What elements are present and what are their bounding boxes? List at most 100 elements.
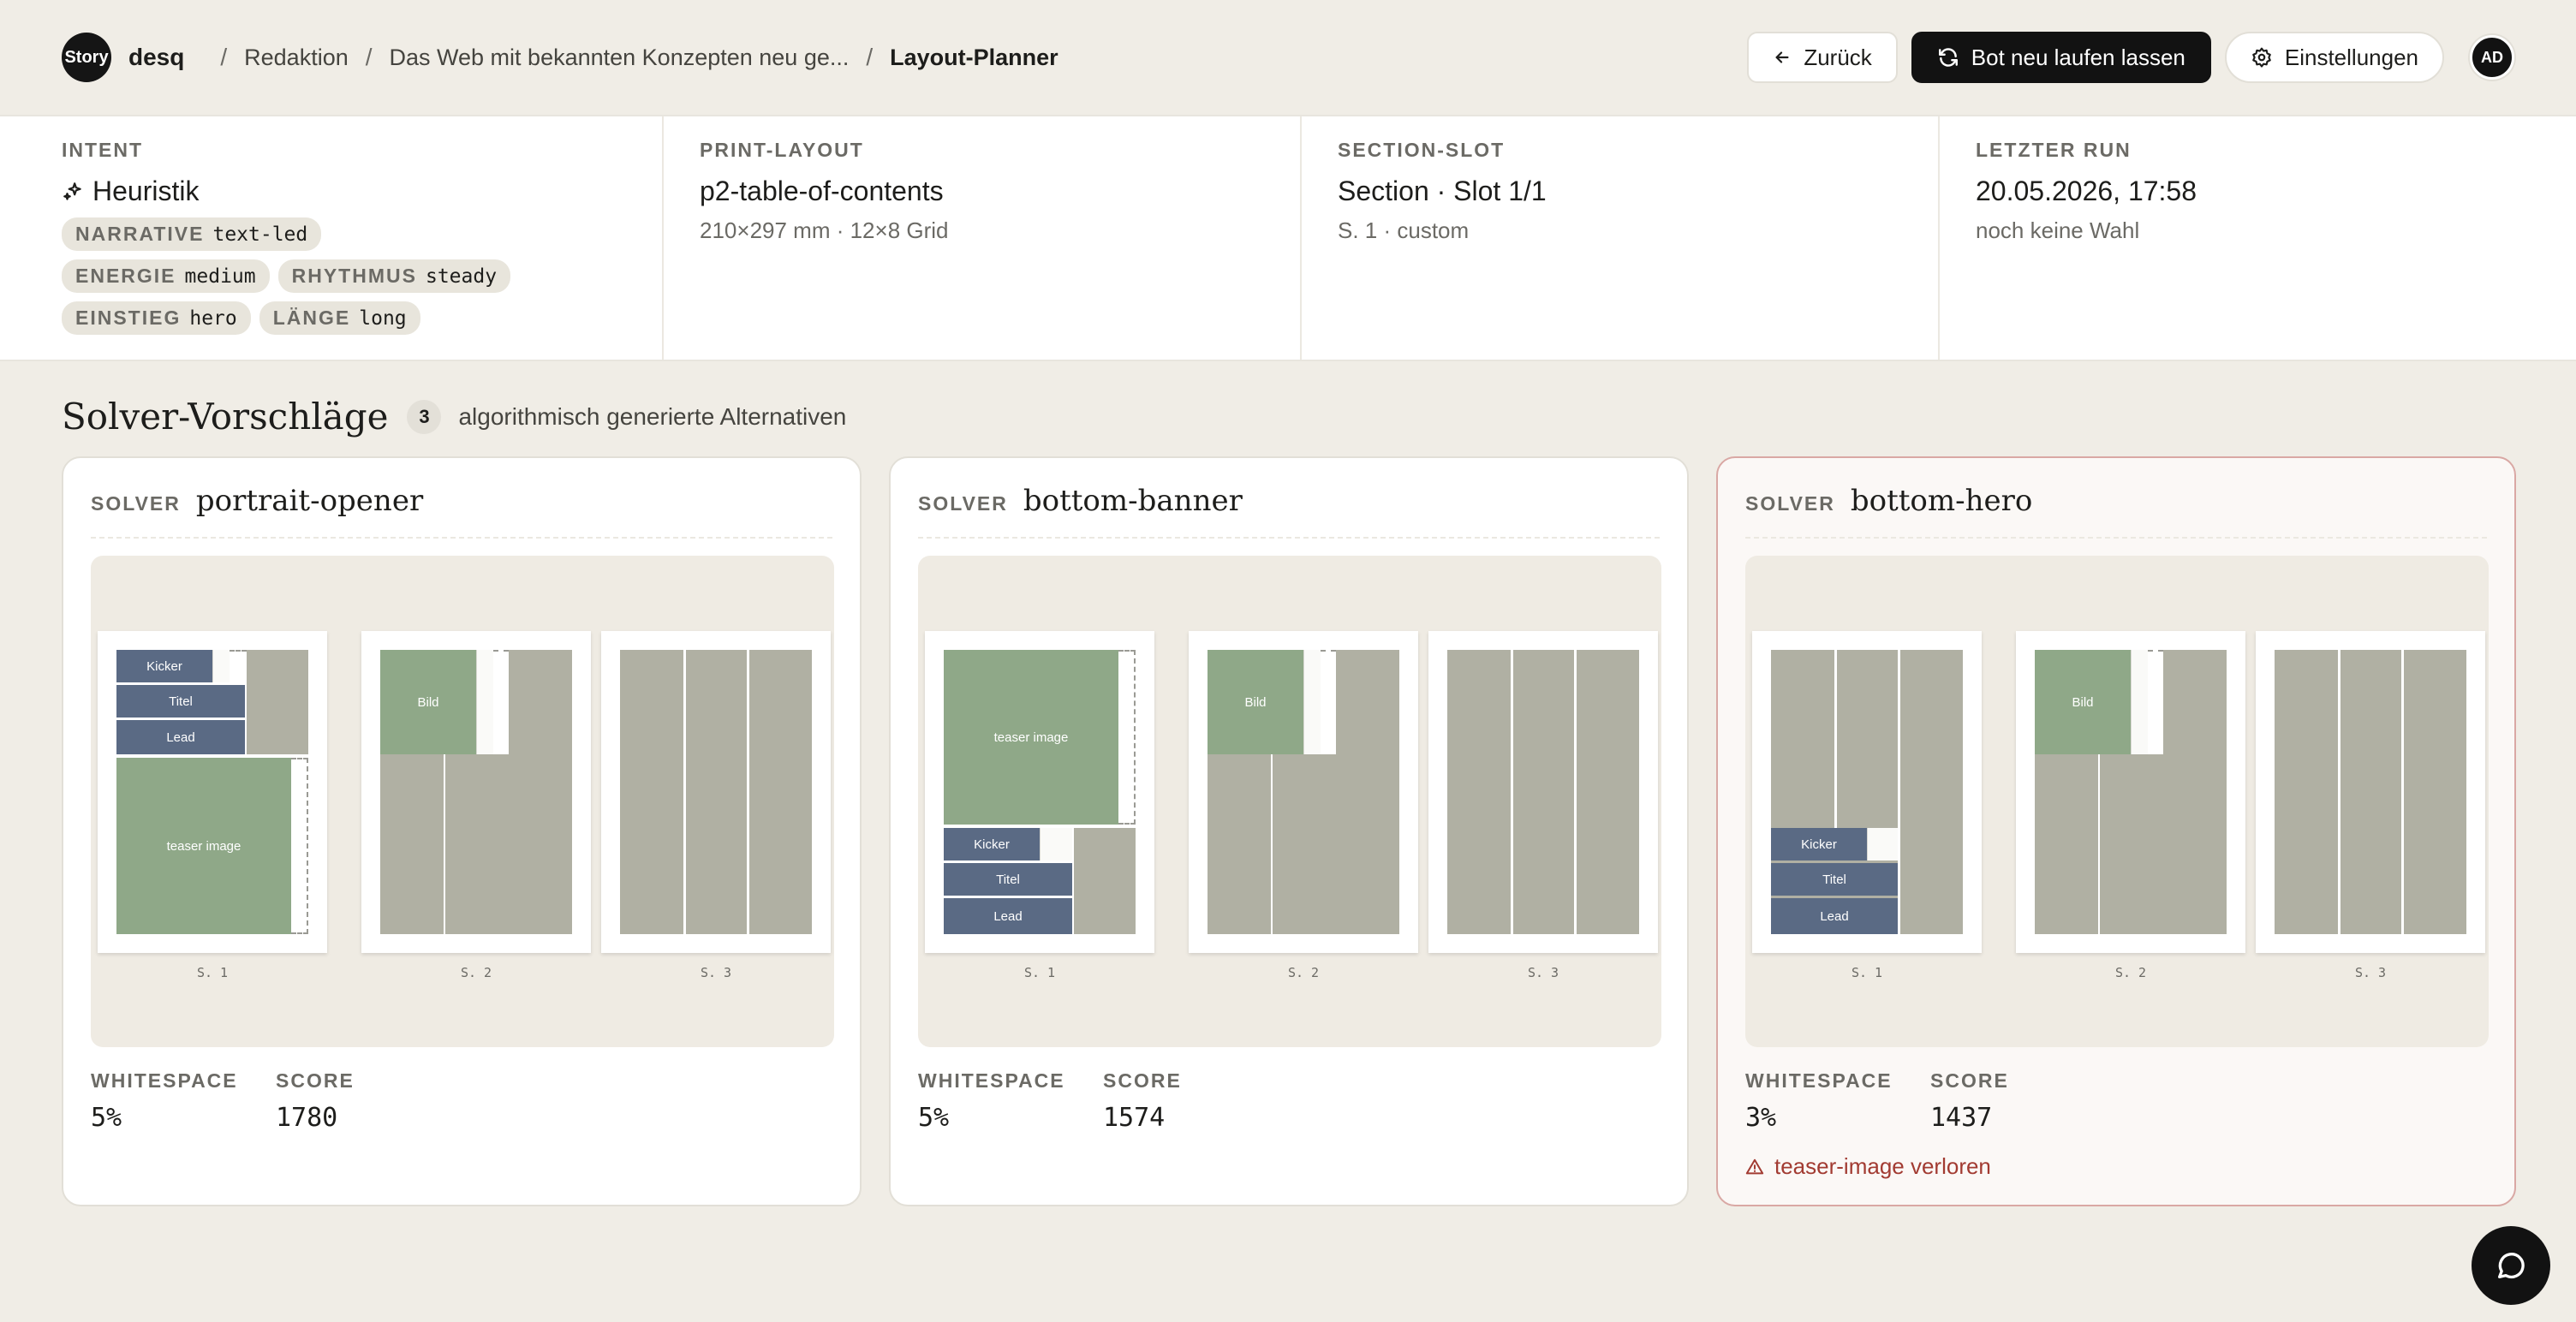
text-column-block bbox=[380, 754, 444, 934]
lead-block: Lead bbox=[116, 720, 245, 754]
solver-name: bottom-banner bbox=[1023, 484, 1243, 518]
page-label: S. 3 bbox=[700, 965, 732, 980]
info-strip: INTENT Heuristik NARRATIVE text-led ENERG… bbox=[0, 115, 2576, 361]
score-value: 1780 bbox=[276, 1103, 338, 1133]
page-label: S. 1 bbox=[1023, 965, 1056, 980]
page-thumbnail: Bild bbox=[2016, 631, 2245, 953]
section-slot-value: Section · Slot 1/1 bbox=[1338, 176, 1547, 206]
settings-label: Einstellungen bbox=[2284, 44, 2418, 70]
page-label: S. 3 bbox=[1527, 965, 1559, 980]
whitespace-value: 3% bbox=[1745, 1103, 1777, 1133]
chip-laenge: LÄNGE long bbox=[259, 301, 420, 335]
text-column-block bbox=[1208, 754, 1271, 934]
layout-preview: Kicker Titel Lead teaser image S. 1 Bild… bbox=[91, 556, 834, 1047]
intent-value: Heuristik bbox=[62, 176, 628, 207]
intent-value-text: Heuristik bbox=[92, 176, 200, 206]
card-metrics: WHITESPACE 5% SCORE 1780 bbox=[91, 1069, 832, 1133]
settings-button[interactable]: Einstellungen bbox=[2224, 32, 2444, 83]
print-layout-value: p2-table-of-contents bbox=[700, 176, 944, 206]
text-column-block bbox=[2163, 650, 2227, 934]
text-column-block bbox=[509, 650, 572, 934]
kicker-block: Kicker bbox=[944, 828, 1040, 860]
page-thumbnail bbox=[2256, 631, 2485, 953]
empty-block bbox=[1303, 650, 1321, 754]
back-button[interactable]: Zurück bbox=[1747, 32, 1898, 83]
solver-card-portrait-opener[interactable]: SOLVER portrait-opener Kicker Titel Lead… bbox=[62, 456, 862, 1206]
whitespace-marker bbox=[1118, 650, 1136, 825]
solver-label: SOLVER bbox=[91, 492, 181, 515]
page-label: S. 2 bbox=[460, 965, 492, 980]
chip-narrative: NARRATIVE text-led bbox=[62, 217, 322, 251]
page-thumbnail: Kicker Titel Lead teaser image bbox=[98, 631, 327, 953]
print-layout-panel: PRINT-LAYOUT p2-table-of-contents 210×29… bbox=[664, 116, 1302, 360]
score-metric: SCORE 1437 bbox=[1930, 1069, 2009, 1133]
intent-chips: NARRATIVE text-led ENERGIE medium RHYTHMUS… bbox=[62, 217, 541, 343]
column-divider bbox=[1574, 650, 1577, 934]
layout-preview: Kicker Titel Lead S. 1 Bild S. 2 S. 3 bbox=[1745, 556, 2489, 1047]
breadcrumb-story[interactable]: Das Web mit bekannten Konzepten neu ge..… bbox=[389, 44, 850, 70]
score-value: 1437 bbox=[1930, 1103, 1993, 1133]
last-run-panel: LETZTER RUN 20.05.2026, 17:58 noch keine… bbox=[1940, 116, 2576, 360]
solver-name: portrait-opener bbox=[195, 484, 424, 518]
solver-cards: SOLVER portrait-opener Kicker Titel Lead… bbox=[0, 456, 2576, 1206]
breadcrumb-separator: / bbox=[220, 44, 228, 70]
last-run-label: LETZTER RUN bbox=[1976, 139, 2132, 161]
whitespace-marker bbox=[230, 650, 247, 682]
column-divider bbox=[2338, 650, 2340, 934]
breadcrumb-current: Layout-Planner bbox=[890, 44, 1058, 70]
page-label: S. 2 bbox=[1287, 965, 1320, 980]
top-bar: Story desq / Redaktion / Das Web mit bek… bbox=[0, 0, 2576, 115]
kicker-block: Kicker bbox=[1771, 828, 1867, 860]
layout-preview: teaser image Kicker Titel Lead S. 1 Bild… bbox=[918, 556, 1661, 1047]
breadcrumb-separator: / bbox=[365, 44, 373, 70]
chip-energie: ENERGIE medium bbox=[62, 259, 270, 293]
empty-block bbox=[2131, 650, 2148, 754]
breadcrumb-separator: / bbox=[866, 44, 874, 70]
page-thumbnail: Bild bbox=[1189, 631, 1418, 953]
intent-label: INTENT bbox=[62, 139, 144, 161]
page-label: S. 3 bbox=[2354, 965, 2387, 980]
print-layout-label: PRINT-LAYOUT bbox=[700, 139, 864, 161]
section-slot-sub: S. 1 · custom bbox=[1338, 217, 1470, 243]
score-metric: SCORE 1574 bbox=[1103, 1069, 1182, 1133]
card-metrics: WHITESPACE 3% SCORE 1437 bbox=[1745, 1069, 2487, 1133]
user-avatar[interactable]: AD bbox=[2470, 35, 2514, 80]
chat-button[interactable] bbox=[2472, 1226, 2550, 1305]
solver-card-bottom-banner[interactable]: SOLVER bottom-banner teaser image Kicker… bbox=[889, 456, 1689, 1206]
refresh-icon bbox=[1938, 48, 1958, 67]
solver-name: bottom-hero bbox=[1850, 484, 2033, 518]
column-divider bbox=[1898, 650, 1900, 934]
whitespace-marker bbox=[291, 758, 308, 934]
rerun-bot-label: Bot neu laufen lassen bbox=[1971, 44, 2185, 70]
breadcrumb-redaktion[interactable]: Redaktion bbox=[244, 44, 349, 70]
back-button-label: Zurück bbox=[1804, 44, 1872, 70]
page-label: S. 2 bbox=[2114, 965, 2147, 980]
rerun-bot-button[interactable]: Bot neu laufen lassen bbox=[1911, 32, 2211, 83]
card-header: SOLVER bottom-banner bbox=[918, 484, 1660, 539]
story-logo[interactable]: Story bbox=[62, 33, 111, 82]
solver-card-bottom-hero[interactable]: SOLVER bottom-hero Kicker Titel Lead S. … bbox=[1716, 456, 2516, 1206]
solver-section-header: Solver-Vorschläge 3 algorithmisch generi… bbox=[0, 361, 2576, 456]
warning-message: teaser-image verloren bbox=[1745, 1153, 2487, 1180]
whitespace-marker bbox=[1321, 650, 1336, 754]
card-header: SOLVER bottom-hero bbox=[1745, 484, 2487, 539]
bild-block: Bild bbox=[1208, 650, 1303, 754]
text-column-block bbox=[2275, 650, 2466, 934]
brand-name[interactable]: desq bbox=[128, 44, 185, 70]
text-column-block bbox=[1074, 828, 1136, 934]
page-thumbnail: Kicker Titel Lead bbox=[1752, 631, 1982, 953]
column-divider bbox=[2401, 650, 2404, 934]
warning-text: teaser-image verloren bbox=[1774, 1153, 1991, 1179]
text-column-block bbox=[445, 754, 509, 934]
count-badge: 3 bbox=[407, 399, 442, 434]
sparkle-icon bbox=[63, 182, 81, 200]
page-thumbnail bbox=[601, 631, 831, 953]
empty-block bbox=[1867, 828, 1898, 860]
card-header: SOLVER portrait-opener bbox=[91, 484, 832, 539]
solver-label: SOLVER bbox=[918, 492, 1008, 515]
title-block: Titel bbox=[944, 863, 1072, 896]
empty-block bbox=[1040, 828, 1072, 860]
text-column-block bbox=[2100, 754, 2163, 934]
column-divider bbox=[683, 650, 686, 934]
page-thumbnail: teaser image Kicker Titel Lead bbox=[925, 631, 1154, 953]
